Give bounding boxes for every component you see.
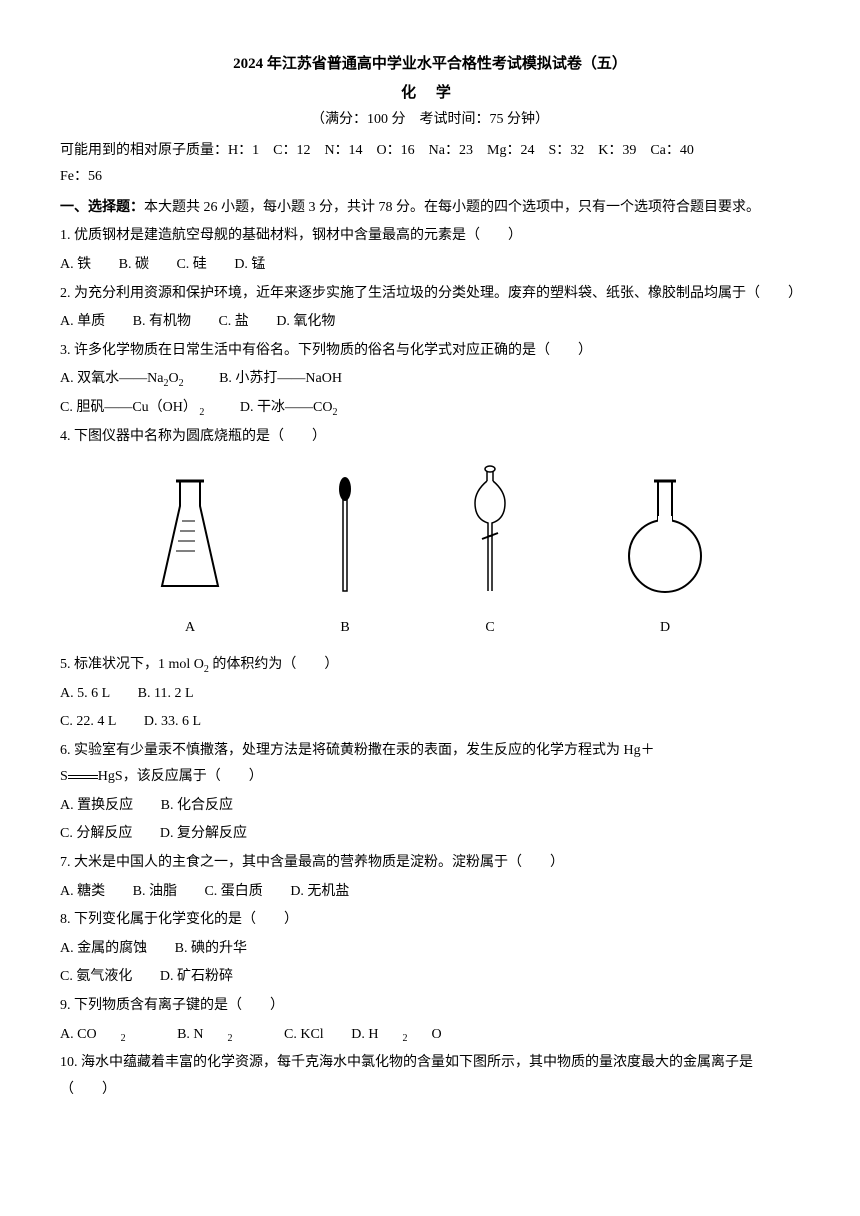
q6-text: 6. 实验室有少量汞不慎撒落，处理方法是将硫黄粉撒在汞的表面，发生反应的化学方程… [60, 738, 800, 765]
q5-text: 5. 标准状况下，1 mol O2 的体积约为（ ） [60, 652, 800, 679]
q8-opt-d: D. 矿石粉碎 [160, 969, 233, 984]
q4-text: 4. 下图仪器中名称为圆底烧瓶的是（ ） [60, 424, 800, 451]
question-7: 7. 大米是中国人的主食之一，其中含量最高的营养物质是淀粉。淀粉属于（ ） A.… [60, 850, 800, 905]
q6-opt-c: C. 分解反应 [60, 826, 132, 841]
round-flask-icon [620, 471, 710, 601]
q6-opt-d: D. 复分解反应 [160, 826, 247, 841]
question-8: 8. 下列变化属于化学变化的是（ ） A. 金属的腐蚀 B. 碘的升华 C. 氨… [60, 907, 800, 991]
glass-rod-icon [330, 471, 360, 601]
separating-funnel-icon [460, 461, 520, 601]
q8-options-2: C. 氨气液化 D. 矿石粉碎 [60, 964, 800, 991]
q9-opt-c: C. KCl [284, 1027, 324, 1042]
q8-text: 8. 下列变化属于化学变化的是（ ） [60, 907, 800, 934]
flask-conical-icon [150, 471, 230, 601]
q6-opt-b: B. 化合反应 [161, 798, 233, 813]
q2-options: A. 单质 B. 有机物 C. 盐 D. 氧化物 [60, 309, 800, 336]
q5-opt-c: C. 22. 4 L [60, 714, 116, 729]
q8-opt-b: B. 碘的升华 [175, 941, 247, 956]
q7-options: A. 糖类 B. 油脂 C. 蛋白质 D. 无机盐 [60, 879, 800, 906]
diagram-c: C [460, 461, 520, 642]
q9-options: A. CO2 B. N2 C. KCl D. H2O [60, 1022, 800, 1049]
q3-options-2: C. 胆矾——Cu（OH） 2 D. 干冰——CO2 [60, 395, 800, 422]
q1-text: 1. 优质钢材是建造航空母舰的基础材料，钢材中含量最高的元素是（ ） [60, 223, 800, 250]
q2-text: 2. 为充分利用资源和保护环境，近年来逐步实施了生活垃圾的分类处理。废弃的塑料袋… [60, 281, 800, 308]
q5-options-2: C. 22. 4 L D. 33. 6 L [60, 709, 800, 736]
q8-options-1: A. 金属的腐蚀 B. 碘的升华 [60, 936, 800, 963]
q3-opt-b: B. 小苏打——NaOH [219, 371, 342, 386]
exam-meta: （满分：100 分 考试时间：75 分钟） [60, 107, 800, 134]
question-1: 1. 优质钢材是建造航空母舰的基础材料，钢材中含量最高的元素是（ ） A. 铁 … [60, 223, 800, 278]
question-2: 2. 为充分利用资源和保护环境，近年来逐步实施了生活垃圾的分类处理。废弃的塑料袋… [60, 281, 800, 336]
diagram-a-label: A [150, 615, 230, 642]
question-4: 4. 下图仪器中名称为圆底烧瓶的是（ ） A B [60, 424, 800, 642]
diagram-b: B [330, 471, 360, 642]
q7-opt-b: B. 油脂 [133, 884, 177, 899]
diagram-d: D [620, 471, 710, 642]
diagram-c-label: C [460, 615, 520, 642]
q1-options: A. 铁 B. 碳 C. 硅 D. 锰 [60, 252, 800, 279]
q2-opt-c: C. 盐 [218, 314, 248, 329]
q3-options: A. 双氧水——Na2O2 B. 小苏打——NaOH [60, 366, 800, 393]
atomic-mass-line2: Fe：56 [60, 164, 800, 191]
q10-text: 10. 海水中蕴藏着丰富的化学资源，每千克海水中氯化物的含量如下图所示，其中物质… [60, 1050, 800, 1103]
section-label: 一、选择题： [60, 200, 144, 215]
q3-opt-d: D. 干冰——CO2 [240, 400, 338, 415]
q2-opt-a: A. 单质 [60, 314, 105, 329]
diagram-d-label: D [620, 615, 710, 642]
question-6: 6. 实验室有少量汞不慎撒落，处理方法是将硫黄粉撒在汞的表面，发生反应的化学方程… [60, 738, 800, 848]
reaction-arrow-icon [68, 775, 98, 779]
q7-opt-d: D. 无机盐 [290, 884, 349, 899]
q1-opt-d: D. 锰 [234, 257, 265, 272]
page-title: 2024 年江苏省普通高中学业水平合格性考试模拟试卷（五） [60, 50, 800, 79]
q8-opt-a: A. 金属的腐蚀 [60, 941, 147, 956]
q6-opt-a: A. 置换反应 [60, 798, 133, 813]
q7-text: 7. 大米是中国人的主食之一，其中含量最高的营养物质是淀粉。淀粉属于（ ） [60, 850, 800, 877]
question-5: 5. 标准状况下，1 mol O2 的体积约为（ ） A. 5. 6 L B. … [60, 652, 800, 736]
atomic-mass: 可能用到的相对原子质量：H：1 C：12 N：14 O：16 Na：23 Mg：… [60, 138, 800, 191]
q9-opt-b: B. N2 [177, 1027, 256, 1042]
q2-opt-b: B. 有机物 [133, 314, 191, 329]
q5-opt-a: A. 5. 6 L [60, 686, 110, 701]
q9-text: 9. 下列物质含有离子键的是（ ） [60, 993, 800, 1020]
q1-opt-a: A. 铁 [60, 257, 91, 272]
q6-options-2: C. 分解反应 D. 复分解反应 [60, 821, 800, 848]
atomic-mass-line1: 可能用到的相对原子质量：H：1 C：12 N：14 O：16 Na：23 Mg：… [60, 138, 800, 165]
q8-opt-c: C. 氨气液化 [60, 969, 132, 984]
question-10: 10. 海水中蕴藏着丰富的化学资源，每千克海水中氯化物的含量如下图所示，其中物质… [60, 1050, 800, 1103]
q5-opt-b: B. 11. 2 L [138, 686, 194, 701]
q3-opt-a: A. 双氧水——Na2O2 [60, 371, 184, 386]
q6-text2: SHgS，该反应属于（ ） [60, 764, 800, 791]
section-desc: 本大题共 26 小题，每小题 3 分，共计 78 分。在每小题的四个选项中，只有… [144, 200, 760, 215]
question-3: 3. 许多化学物质在日常生活中有俗名。下列物质的俗名与化学式对应正确的是（ ） … [60, 338, 800, 422]
q1-opt-c: C. 硅 [176, 257, 206, 272]
q3-opt-c: C. 胆矾——Cu（OH） 2 [60, 400, 204, 415]
q5-opt-d: D. 33. 6 L [144, 714, 201, 729]
q4-diagrams: A B C [100, 461, 760, 642]
q5-options-1: A. 5. 6 L B. 11. 2 L [60, 681, 800, 708]
diagram-b-label: B [330, 615, 360, 642]
subject-title: 化 学 [60, 79, 800, 108]
section-heading: 一、选择题：本大题共 26 小题，每小题 3 分，共计 78 分。在每小题的四个… [60, 195, 800, 222]
q9-opt-a: A. CO2 [60, 1027, 150, 1042]
q7-opt-c: C. 蛋白质 [204, 884, 262, 899]
q3-text: 3. 许多化学物质在日常生活中有俗名。下列物质的俗名与化学式对应正确的是（ ） [60, 338, 800, 365]
q6-options-1: A. 置换反应 B. 化合反应 [60, 793, 800, 820]
q2-opt-d: D. 氧化物 [276, 314, 335, 329]
question-9: 9. 下列物质含有离子键的是（ ） A. CO2 B. N2 C. KCl D.… [60, 993, 800, 1048]
diagram-a: A [150, 471, 230, 642]
q1-opt-b: B. 碳 [119, 257, 149, 272]
q7-opt-a: A. 糖类 [60, 884, 105, 899]
q9-opt-d: D. H2O [351, 1027, 465, 1042]
